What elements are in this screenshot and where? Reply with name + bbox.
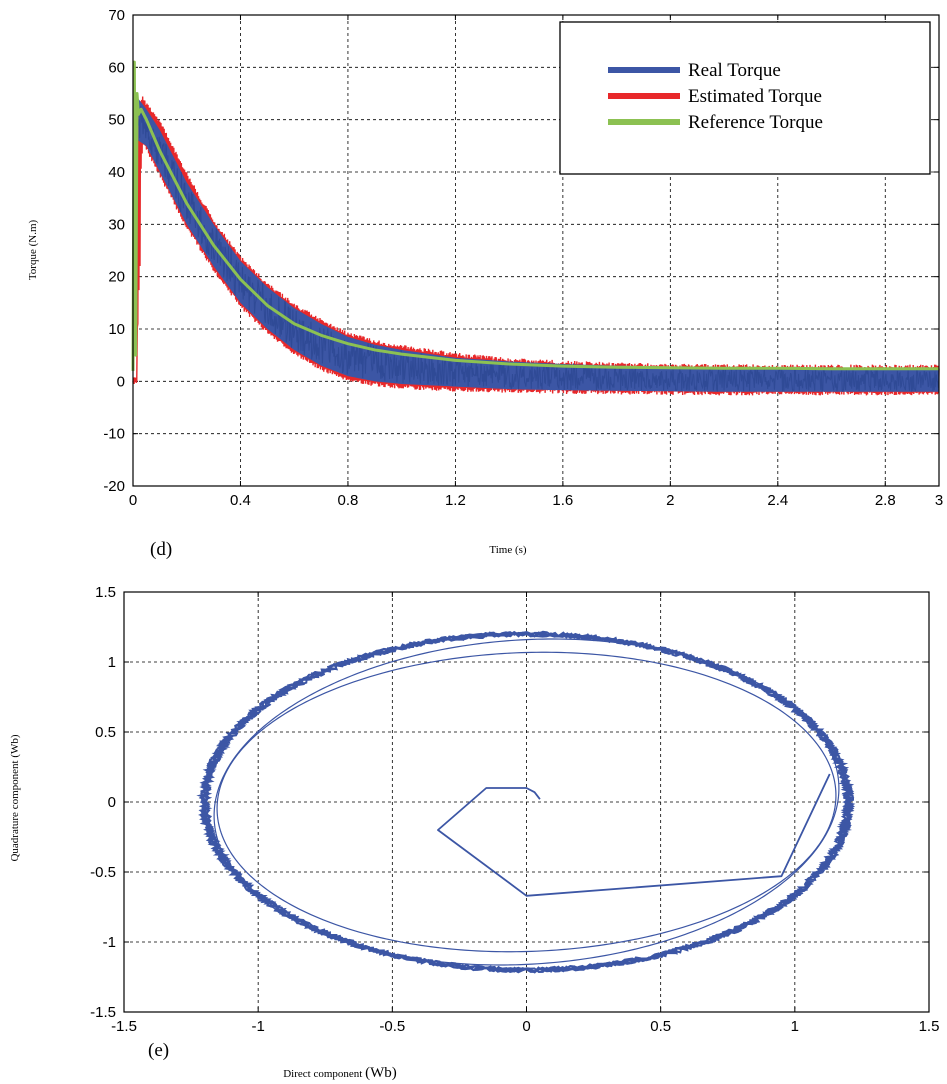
x-tick-label: 0 <box>522 1018 530 1035</box>
torque-legend: Real Torque Estimated Torque Reference Tor… <box>559 21 931 175</box>
y-tick-label: -20 <box>103 478 125 495</box>
x-tick-label: 1.2 <box>445 492 466 509</box>
series-real-torque <box>137 106 940 393</box>
x-tick-label: 2.4 <box>767 492 788 509</box>
x-tick-label: -1 <box>251 1018 264 1035</box>
torque-series <box>131 60 940 396</box>
x-tick-label: -0.5 <box>379 1018 405 1035</box>
x-tick-label: 1 <box>791 1018 799 1035</box>
x-tick-label: 0.8 <box>338 492 359 509</box>
flux-trajectory-loop <box>213 638 840 966</box>
flux-x-axis-label-unit: (Wb) <box>365 1065 397 1081</box>
panel-label-e: (e) <box>148 1040 169 1061</box>
legend-label: Estimated Torque <box>688 86 822 107</box>
y-tick-label: 1 <box>108 654 116 671</box>
y-tick-label: -10 <box>103 426 125 443</box>
y-tick-label: -0.5 <box>90 864 116 881</box>
y-tick-label: 40 <box>108 164 125 181</box>
y-tick-label: -1 <box>103 934 116 951</box>
flux-tick-labels: -1.5 -1 -0.5 0 0.5 1 1.5 -1.5 -1 -0.5 0 0.5 1 1.5 <box>90 584 939 1035</box>
flux-x-axis-label-main: Direct component <box>283 1068 365 1080</box>
x-tick-label: 1.6 <box>552 492 573 509</box>
x-tick-label: 2.8 <box>875 492 896 509</box>
x-tick-label: 0.5 <box>650 1018 671 1035</box>
torque-chart: 0 0.4 0.8 1.2 1.6 2 2.4 2.8 3 -20 -10 0 10 20 30 40 50 60… <box>27 7 943 560</box>
flux-grid <box>123 591 930 1013</box>
torque-y-axis-label: Torque (N.m) <box>27 220 39 281</box>
y-tick-label: 0 <box>108 794 116 811</box>
flux-chart: -1.5 -1 -0.5 0 0.5 1 1.5 -1.5 -1 -0.5 0 0.5 1 1.5 Qua… <box>9 584 939 1081</box>
x-tick-label: 3 <box>935 492 943 509</box>
y-tick-label: 1.5 <box>95 584 116 601</box>
torque-plot-frame <box>132 14 940 487</box>
flux-x-axis-label: Direct component (Wb) <box>283 1065 397 1081</box>
y-tick-label: -1.5 <box>90 1004 116 1021</box>
y-tick-label: 0.5 <box>95 724 116 741</box>
torque-x-axis-label: Time (s) <box>489 544 527 556</box>
y-tick-label: 50 <box>108 112 125 129</box>
series-reference-torque <box>131 60 939 371</box>
x-tick-label: 0.4 <box>230 492 251 509</box>
y-tick-label: 30 <box>108 216 125 233</box>
flux-trajectory-loop <box>216 651 837 953</box>
y-tick-label: 60 <box>108 59 125 76</box>
x-tick-label: -1.5 <box>111 1018 137 1035</box>
y-tick-label: 0 <box>117 373 125 390</box>
flux-plot-frame <box>123 591 930 1013</box>
x-tick-label: 1.5 <box>919 1018 940 1035</box>
y-tick-label: 70 <box>108 7 125 24</box>
torque-tick-labels: 0 0.4 0.8 1.2 1.6 2 2.4 2.8 3 -20 -10 0 10 20 30 40 50 60… <box>103 7 943 509</box>
x-tick-label: 0 <box>129 492 137 509</box>
panel-label-d: (d) <box>150 539 172 560</box>
x-tick-label: 2 <box>666 492 674 509</box>
flux-y-axis-label: Quadrature component (Wb) <box>9 734 21 861</box>
y-tick-label: 20 <box>108 269 125 286</box>
legend-label: Reference Torque <box>688 112 823 133</box>
legend-label: Real Torque <box>688 60 781 81</box>
flux-trajectory-circle <box>196 630 856 974</box>
flux-transient-path <box>437 773 831 897</box>
y-tick-label: 10 <box>108 321 125 338</box>
flux-series <box>196 630 856 974</box>
